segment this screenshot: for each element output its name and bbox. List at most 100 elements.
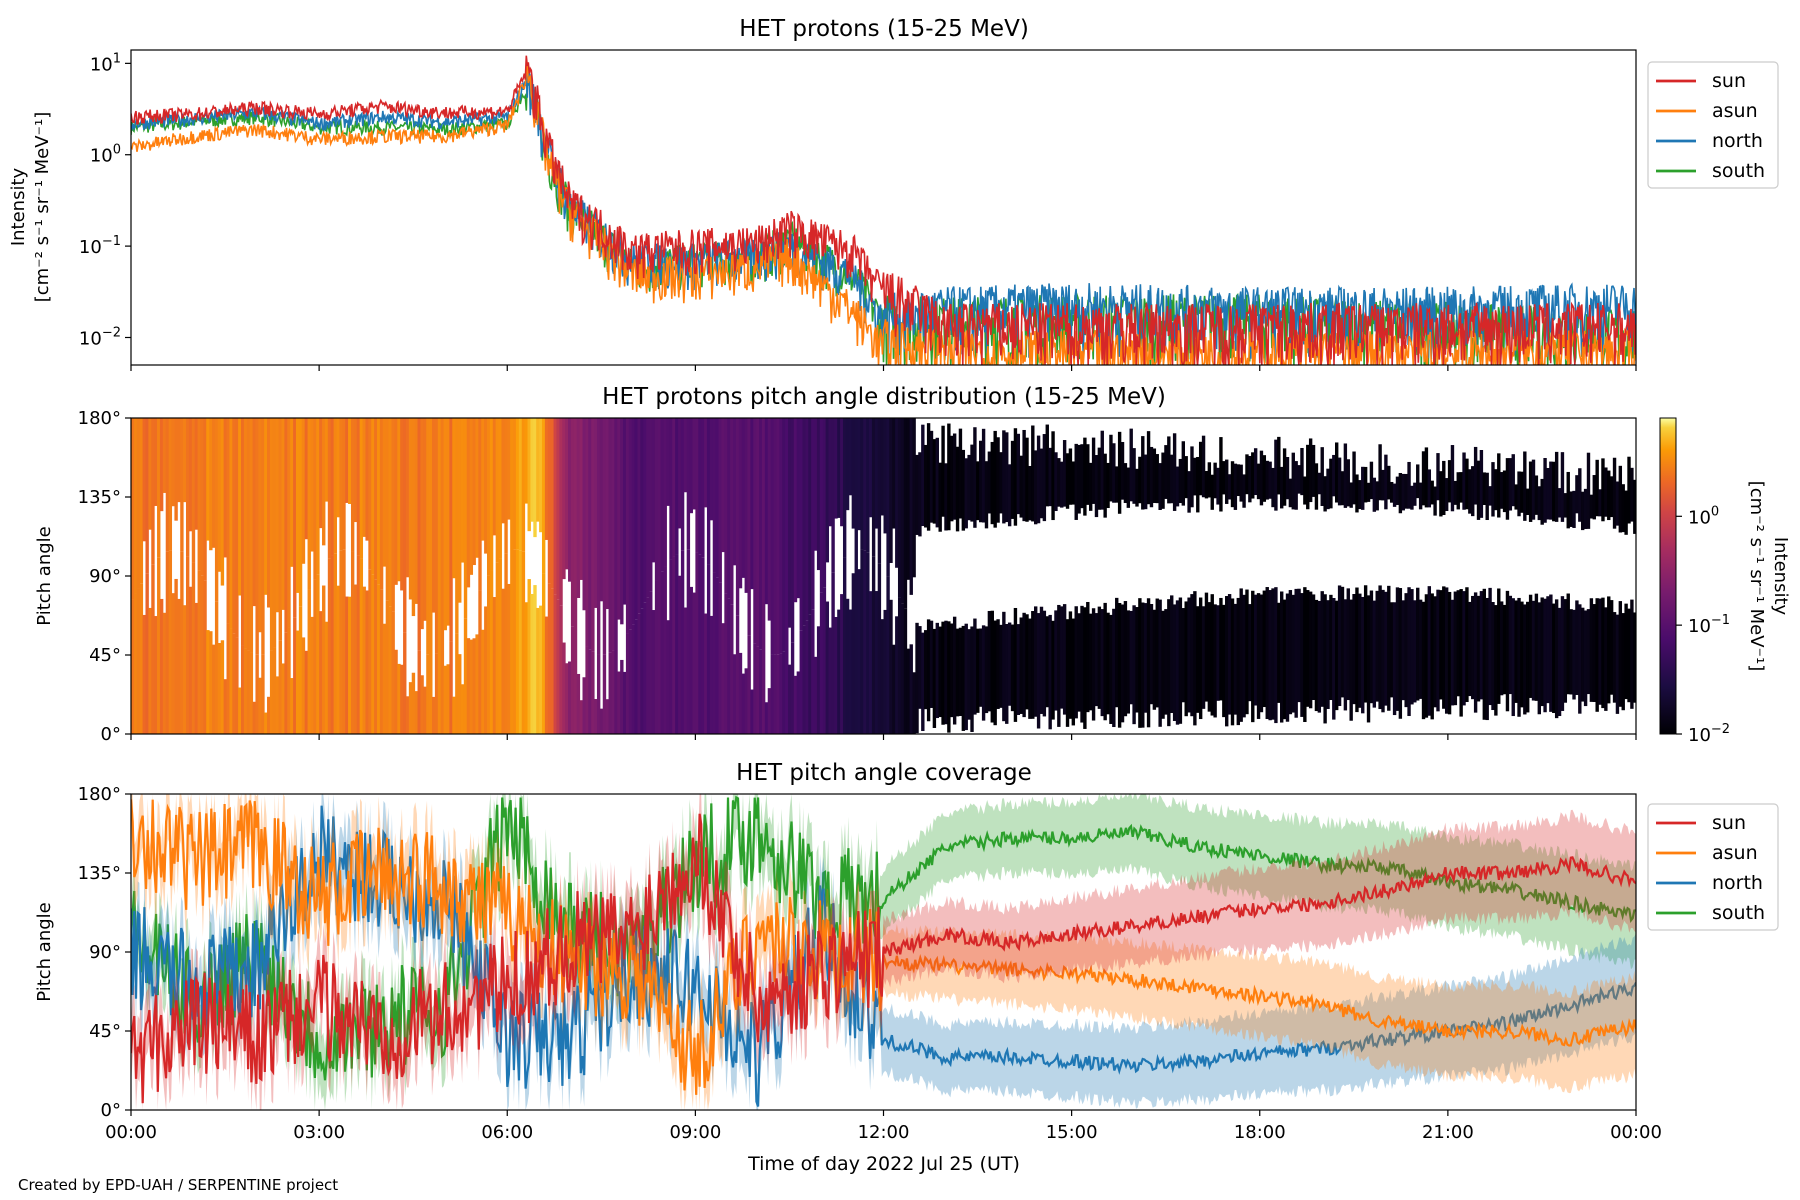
heatmap-bin — [313, 579, 317, 734]
heatmap-bin — [903, 418, 908, 609]
heatmap-bin — [1517, 471, 1521, 517]
heatmap-bin — [1444, 587, 1449, 714]
heatmap-bin — [1117, 602, 1122, 728]
heatmap-bin — [148, 418, 152, 530]
heatmap-bin — [379, 418, 384, 590]
heatmap-bin — [460, 418, 465, 563]
heatmap-bin — [680, 418, 685, 551]
heatmap-bin — [634, 418, 638, 620]
heatmap-bin — [718, 582, 722, 734]
heatmap-bin — [952, 616, 957, 725]
heatmap-bin — [947, 423, 951, 531]
heatmap-bin — [1607, 596, 1611, 704]
heatmap-bin — [432, 418, 436, 613]
legend-label-north: north — [1712, 130, 1763, 152]
heatmap-bin — [139, 583, 144, 734]
heatmap-bin — [374, 418, 378, 580]
heatmap-bin — [1520, 601, 1524, 708]
heatmap-bin — [828, 418, 832, 527]
colorbar-tick-label-base: 10 — [1688, 507, 1711, 528]
heatmap-bin — [501, 418, 505, 524]
heatmap-bin — [1384, 591, 1388, 706]
heatmap-bin — [984, 626, 989, 714]
heatmap-bin — [967, 454, 971, 521]
heatmap-bin — [814, 418, 818, 551]
heatmap-bin — [1398, 472, 1403, 514]
heatmap-bin — [1326, 600, 1330, 709]
heatmap-bin — [1375, 481, 1379, 511]
heatmap-bin — [235, 418, 239, 638]
panel3-y-axis: 0° 45° 90° 135° 180° — [78, 784, 131, 1121]
heatmap-bin — [562, 642, 566, 734]
heatmap-bin — [1436, 453, 1440, 501]
heatmap-bin — [1123, 601, 1128, 717]
heatmap-bin — [1045, 424, 1049, 507]
heatmap-bin — [212, 644, 216, 734]
heatmap-bin — [721, 623, 725, 734]
heatmap-bin — [527, 579, 531, 734]
heatmap-bin — [1002, 611, 1006, 722]
heatmap-bin — [1106, 462, 1110, 509]
heatmap-bin — [385, 600, 390, 734]
heatmap-bin — [1103, 602, 1107, 721]
heatmap-bin — [238, 687, 242, 734]
heatmap-bin — [547, 583, 552, 734]
heatmap-bin — [287, 627, 291, 734]
heatmap-bin — [504, 553, 508, 734]
heatmap-bin — [1317, 600, 1322, 713]
heatmap-bin — [437, 418, 442, 653]
heatmap-bin — [967, 629, 971, 720]
heatmap-bin — [330, 418, 335, 556]
heatmap-bin — [1308, 591, 1313, 709]
heatmap-bin — [1138, 598, 1142, 728]
heatmap-bin — [411, 672, 416, 734]
heatmap-bin — [1297, 465, 1301, 494]
legend-label-north: north — [1712, 872, 1763, 894]
heatmap-bin — [339, 418, 343, 551]
heatmap-bin — [1320, 447, 1324, 506]
heatmap-bin — [246, 418, 251, 651]
heatmap-bin — [990, 441, 994, 525]
heatmap-bin — [1149, 446, 1154, 508]
heatmap-bin — [747, 418, 751, 636]
legend-label-south: south — [1712, 902, 1765, 924]
heatmap-bin — [180, 418, 184, 552]
heatmap-bin — [1100, 430, 1104, 510]
heatmap-bin — [1494, 605, 1498, 716]
heatmap-bin — [698, 554, 702, 734]
heatmap-bin — [1459, 589, 1463, 717]
heatmap-bin — [1392, 602, 1397, 716]
heatmap-bin — [958, 428, 963, 519]
heatmap-bin — [692, 418, 696, 510]
heatmap-bin — [1352, 451, 1356, 505]
heatmap-bin — [842, 557, 847, 734]
heatmap-bin — [1123, 463, 1128, 503]
heatmap-bin — [151, 418, 155, 565]
heatmap-bin — [440, 650, 445, 734]
heatmap-bin — [345, 596, 349, 734]
heatmap-bin — [258, 418, 262, 633]
heatmap-bin — [1143, 603, 1148, 713]
heatmap-bin — [1002, 430, 1006, 524]
heatmap-bin — [541, 573, 546, 734]
heatmap-bin — [845, 418, 850, 511]
heatmap-bin — [458, 418, 462, 603]
heatmap-bin — [1097, 447, 1102, 510]
heatmap-bin — [599, 418, 604, 602]
y-tick-label: 135° — [78, 863, 121, 884]
heatmap-bin — [484, 418, 488, 554]
heatmap-bin — [701, 557, 705, 734]
heatmap-bin — [1609, 476, 1614, 518]
heatmap-bin — [1384, 454, 1388, 510]
heatmap-bin — [486, 575, 491, 734]
heatmap-bin — [524, 418, 529, 504]
heatmap-bin — [1456, 590, 1460, 697]
panel3-title: HET pitch angle coverage — [736, 760, 1032, 786]
y-tick-label: 45° — [89, 1021, 121, 1042]
heatmap-bin — [776, 654, 780, 734]
heatmap-bin — [1499, 472, 1504, 509]
heatmap-bin — [761, 418, 766, 652]
heatmap-bin — [854, 549, 858, 734]
heatmap-bin — [1598, 598, 1602, 705]
heatmap-bin — [706, 418, 711, 565]
